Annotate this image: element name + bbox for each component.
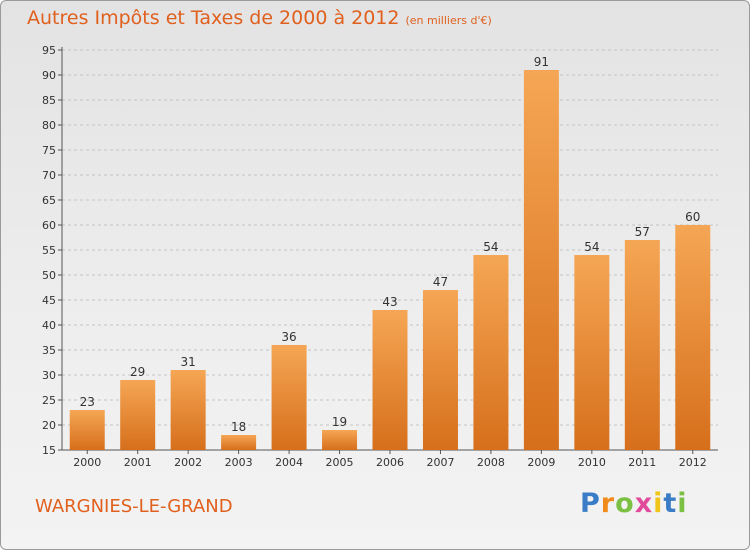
y-tick-label: 45 [42, 294, 56, 307]
x-tick-label-2009: 2009 [527, 456, 555, 469]
bar-2009 [523, 70, 559, 450]
data-label-2001: 29 [130, 365, 145, 379]
x-tick-label-2008: 2008 [477, 456, 505, 469]
bar-2010 [574, 255, 610, 450]
data-label-2012: 60 [685, 210, 700, 224]
y-tick-label: 40 [42, 319, 56, 332]
bar-2002 [170, 370, 206, 450]
data-label-2005: 19 [332, 415, 347, 429]
x-tick-label-2004: 2004 [275, 456, 303, 469]
data-label-2010: 54 [584, 240, 599, 254]
data-label-2007: 47 [433, 275, 448, 289]
data-label-2000: 23 [80, 395, 95, 409]
y-tick-label: 55 [42, 244, 56, 257]
y-tick-label: 95 [42, 44, 56, 57]
data-label-2003: 18 [231, 420, 246, 434]
y-tick-label: 50 [42, 269, 56, 282]
x-tick-label-2002: 2002 [174, 456, 202, 469]
bar-2012 [675, 225, 711, 450]
x-tick-label-2005: 2005 [326, 456, 354, 469]
bar-2003 [221, 435, 257, 450]
x-tick-label-2011: 2011 [628, 456, 656, 469]
bar-2004 [271, 345, 307, 450]
chart-title: Autres Impôts et Taxes de 2000 à 2012 (en… [27, 7, 492, 29]
x-tick-label-2001: 2001 [124, 456, 152, 469]
proxiti-logo: Proxiti [580, 488, 688, 519]
chart-title-text: Autres Impôts et Taxes de 2000 à 2012 [27, 7, 400, 29]
y-tick-label: 90 [42, 69, 56, 82]
y-tick-label: 65 [42, 194, 56, 207]
x-tick-label-2003: 2003 [225, 456, 253, 469]
x-tick-label-2006: 2006 [376, 456, 404, 469]
bar-2000 [69, 410, 105, 450]
y-tick-label: 70 [42, 169, 56, 182]
bar-2006 [372, 310, 408, 450]
y-tick-label: 85 [42, 94, 56, 107]
y-tick-label: 35 [42, 344, 56, 357]
data-label-2009: 91 [534, 55, 549, 69]
data-label-2002: 31 [181, 355, 196, 369]
bar-2007 [422, 290, 458, 450]
y-tick-label: 60 [42, 219, 56, 232]
chart-subtitle: (en milliers d'€) [405, 14, 492, 27]
y-tick-label: 80 [42, 119, 56, 132]
x-tick-label-2010: 2010 [578, 456, 606, 469]
data-label-2004: 36 [281, 330, 296, 344]
bar-layer: 23 29 31 18 36 19 43 47 54 91 54 57 60 [69, 55, 711, 450]
y-tick-label: 15 [42, 444, 56, 457]
y-tick-label: 20 [42, 419, 56, 432]
y-tick-label: 30 [42, 369, 56, 382]
bar-2008 [473, 255, 509, 450]
bar-2011 [624, 240, 660, 450]
y-tick-label: 75 [42, 144, 56, 157]
data-label-2008: 54 [483, 240, 498, 254]
y-tick-label: 25 [42, 394, 56, 407]
bar-2001 [120, 380, 156, 450]
bar-2005 [322, 430, 358, 450]
data-label-2006: 43 [382, 295, 397, 309]
commune-name: WARGNIES-LE-GRAND [35, 496, 233, 517]
x-tick-label-2012: 2012 [679, 456, 707, 469]
x-tick-label-2007: 2007 [426, 456, 454, 469]
data-label-2011: 57 [635, 225, 650, 239]
x-tick-label-2000: 2000 [73, 456, 101, 469]
